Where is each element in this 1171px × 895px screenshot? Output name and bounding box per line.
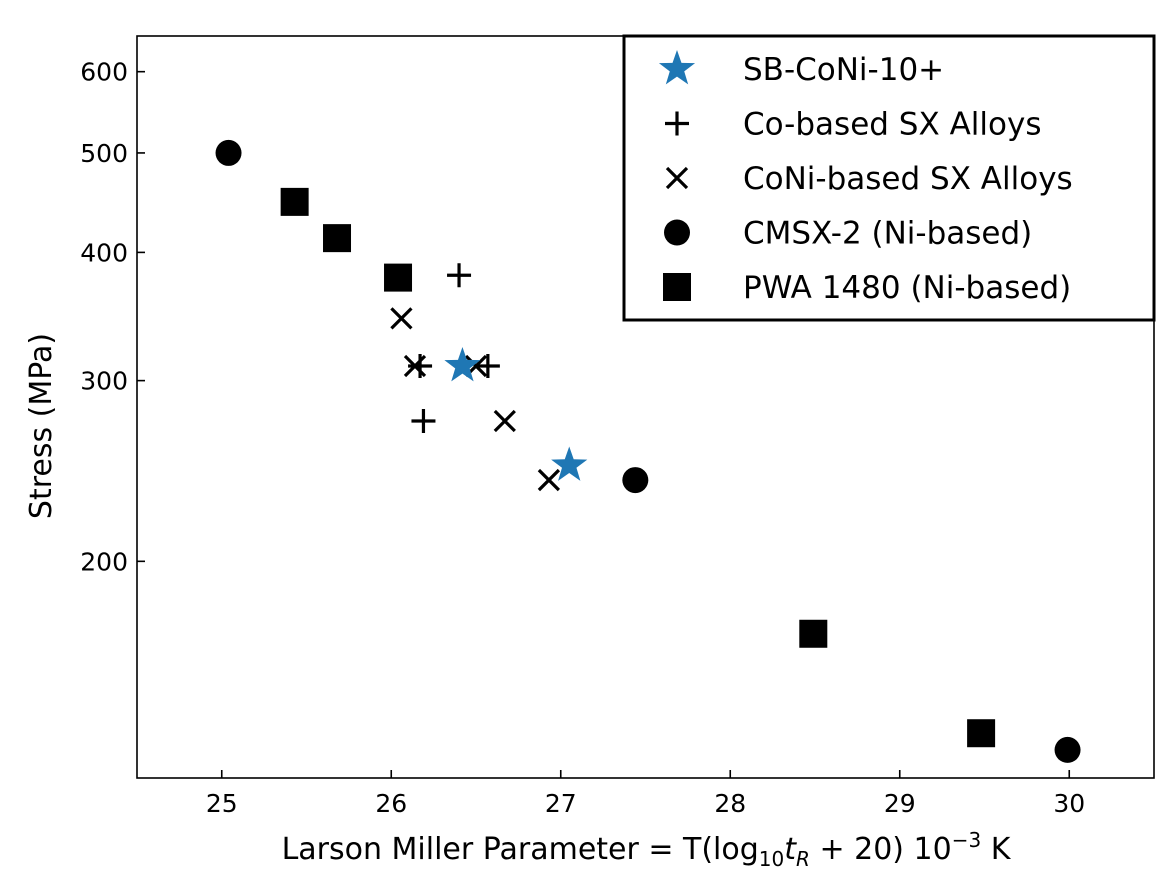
legend-label: SB-CoNi-10+ [743, 52, 944, 88]
y-tick-label: 300 [80, 367, 128, 396]
legend-label: Co-based SX Alloys [743, 107, 1041, 143]
x-tick-label: 26 [375, 789, 407, 818]
circle-legend-marker [664, 219, 690, 246]
x-point [493, 409, 516, 433]
y-axis: 200 300 400 500 600 [80, 58, 145, 576]
plus-point [408, 353, 433, 378]
legend-box [622, 34, 1156, 322]
x-tick-label: 25 [206, 789, 238, 818]
x-tick-label: 30 [1053, 789, 1085, 818]
legend-label: CoNi-based SX Alloys [743, 161, 1073, 197]
y-tick-label: 500 [80, 139, 128, 168]
x-point [390, 307, 413, 330]
x-tick-label: 27 [545, 789, 577, 818]
star-legend-marker [658, 50, 696, 85]
y-axis-title: Stress (MPa) [24, 333, 59, 519]
circle-point [622, 467, 649, 494]
x-tick-label: 28 [714, 789, 746, 818]
x-tick-label: 29 [884, 789, 916, 818]
y-tick-label: 400 [80, 238, 128, 267]
x-axis: 25 26 27 28 29 30 [206, 770, 1085, 818]
plus-legend-marker [665, 111, 689, 136]
legend-label: PWA 1480 (Ni-based) [743, 270, 1071, 306]
square-point [280, 187, 309, 216]
square-point [967, 719, 996, 748]
square-point [323, 224, 352, 253]
plus-point [447, 263, 472, 288]
star-point [444, 347, 481, 382]
y-tick-label: 600 [80, 58, 128, 87]
circle-point [1054, 736, 1081, 763]
square-point [799, 619, 828, 648]
square-legend-marker [663, 273, 691, 301]
x-legend-marker [665, 166, 689, 190]
y-tick-label: 200 [80, 547, 128, 576]
plot-marks [215, 139, 1081, 763]
legend: SB-CoNi-10+ Co-based SX Alloys CoNi-based … [622, 34, 1156, 322]
x-point [537, 468, 561, 492]
plus-point [411, 409, 436, 434]
plus-point [475, 353, 500, 378]
legend-label: CMSX-2 (Ni-based) [743, 216, 1032, 252]
circle-point [215, 139, 242, 166]
star-point [551, 446, 588, 481]
x-axis-title: Larson Miller Parameter = T(log10tR + 20… [282, 828, 1012, 871]
square-point [384, 263, 413, 292]
